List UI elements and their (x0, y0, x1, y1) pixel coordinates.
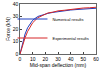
svg-text:50: 50 (81, 56, 87, 62)
svg-text:30: 30 (13, 13, 19, 19)
svg-text:Force (kN): Force (kN) (5, 17, 11, 41)
svg-text:Numerical results: Numerical results (52, 17, 83, 22)
svg-text:60: 60 (93, 56, 99, 62)
svg-text:40: 40 (68, 56, 74, 62)
svg-text:10: 10 (30, 56, 36, 62)
svg-text:0: 0 (19, 56, 22, 62)
svg-text:40: 40 (13, 1, 19, 7)
svg-text:Mid-span deflection (mm): Mid-span deflection (mm) (30, 62, 87, 68)
svg-text:10: 10 (13, 38, 19, 44)
svg-text:0: 0 (16, 51, 19, 57)
svg-text:Experimental results: Experimental results (52, 36, 88, 41)
svg-text:20: 20 (43, 56, 49, 62)
svg-text:20: 20 (13, 26, 19, 32)
svg-text:30: 30 (55, 56, 61, 62)
